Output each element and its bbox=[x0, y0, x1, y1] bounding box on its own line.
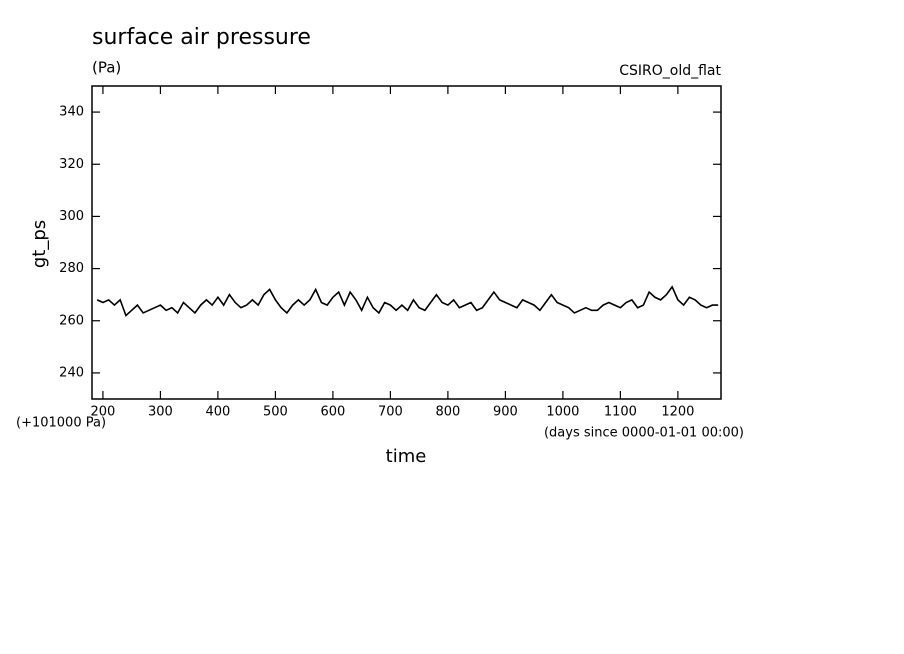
x-units-label: (days since 0000-01-01 00:00) bbox=[544, 426, 744, 441]
x-tick-label: 300 bbox=[148, 405, 173, 420]
y-tick-label: 340 bbox=[59, 105, 84, 120]
x-tick-label: 900 bbox=[493, 405, 518, 420]
x-tick-label: 500 bbox=[263, 405, 288, 420]
x-tick-label: 700 bbox=[378, 405, 403, 420]
x-tick-label: 800 bbox=[435, 405, 460, 420]
y-axis-label: gt_ps bbox=[29, 220, 50, 268]
y-tick-label: 300 bbox=[59, 209, 84, 224]
annotation: CSIRO_old_flat bbox=[619, 63, 721, 79]
plot-frame bbox=[91, 85, 722, 400]
y-offset-label: (+101000 Pa) bbox=[16, 416, 106, 431]
y-tick-label: 320 bbox=[59, 157, 84, 172]
chart-title: surface air pressure bbox=[92, 25, 311, 50]
x-tick-label: 1100 bbox=[604, 405, 637, 420]
y-tick-label: 280 bbox=[59, 261, 84, 276]
y-tick-label: 260 bbox=[59, 313, 84, 328]
subtitle: (Pa) bbox=[92, 59, 121, 77]
x-axis-label: time bbox=[386, 446, 427, 467]
x-tick-label: 200 bbox=[91, 405, 116, 420]
data-line bbox=[96, 285, 719, 317]
y-tick-label: 240 bbox=[59, 365, 84, 380]
x-tick-label: 1000 bbox=[546, 405, 579, 420]
x-tick-label: 600 bbox=[320, 405, 345, 420]
x-tick-label: 400 bbox=[206, 405, 231, 420]
x-tick-label: 1200 bbox=[661, 405, 694, 420]
